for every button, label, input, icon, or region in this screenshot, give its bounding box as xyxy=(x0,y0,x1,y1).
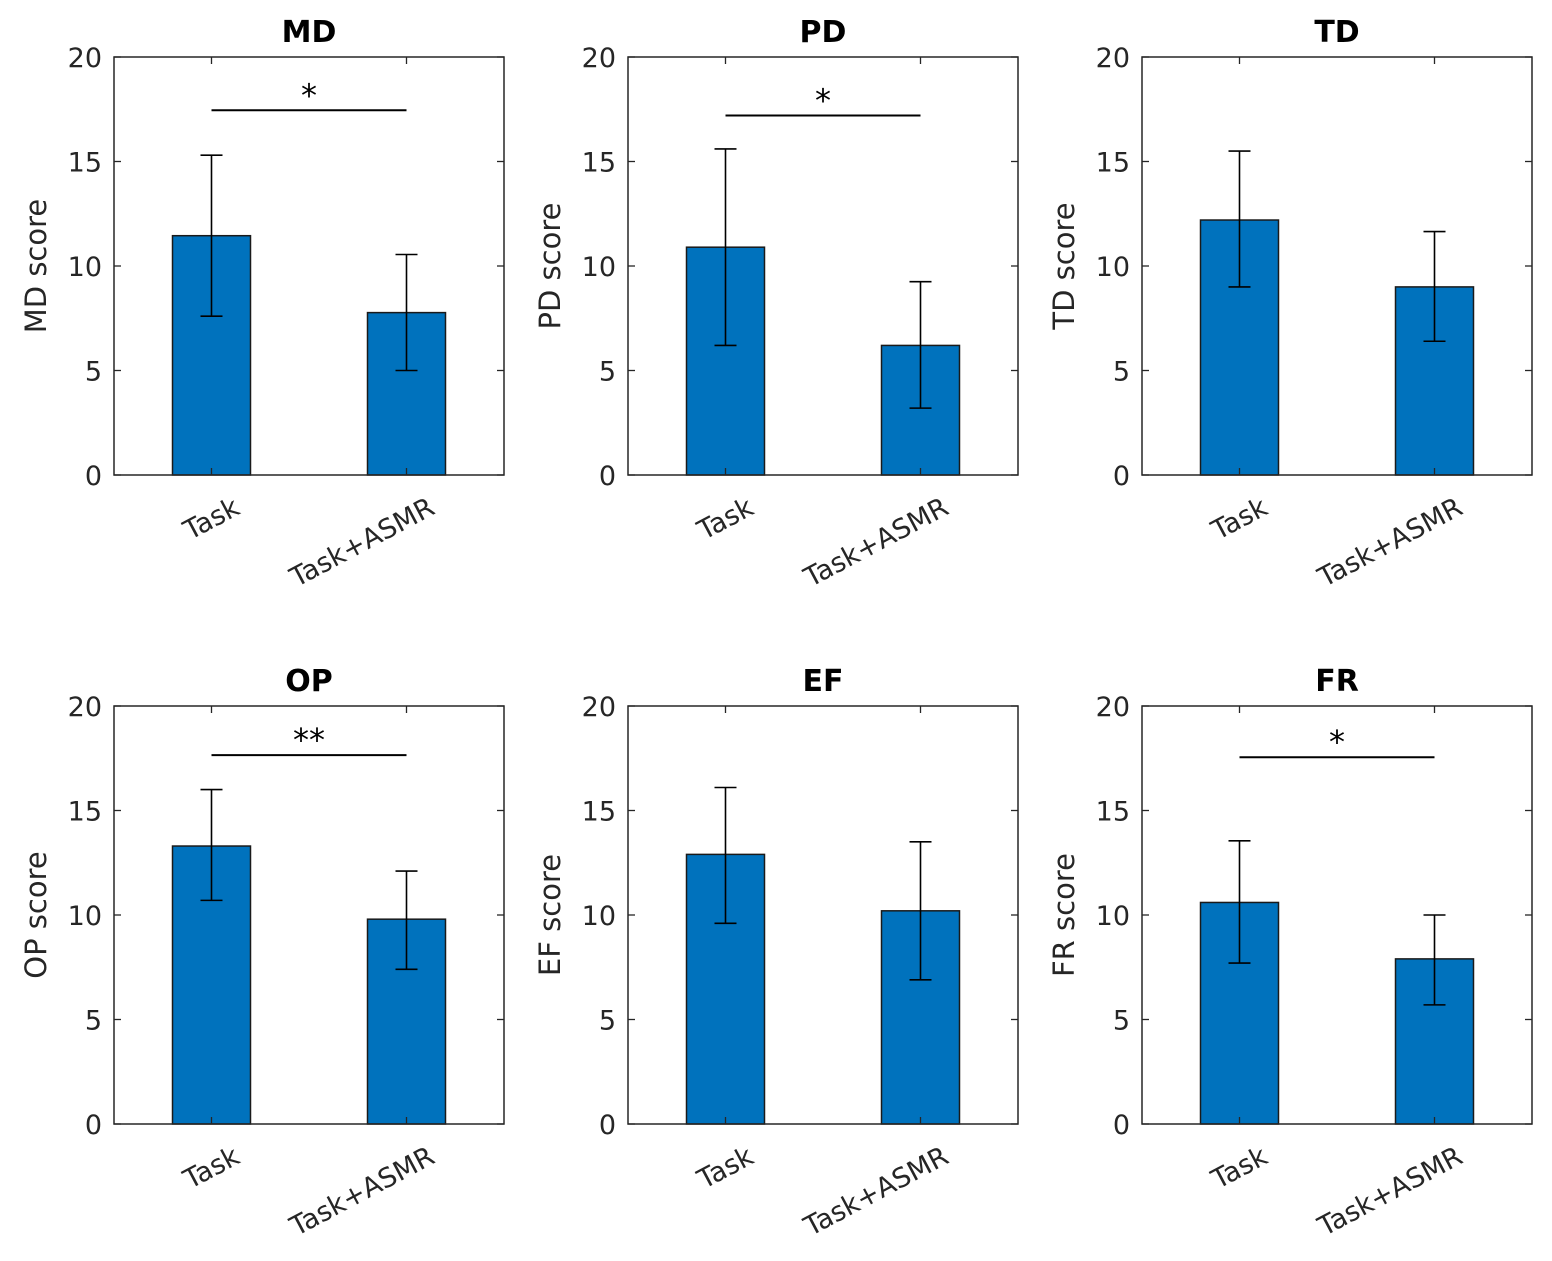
y-tick-label: 20 xyxy=(582,43,616,74)
y-tick-label: 15 xyxy=(582,148,616,179)
y-tick-label: 0 xyxy=(599,461,616,492)
y-axis-label: TD score xyxy=(1047,202,1081,330)
panel-pd: Task Task+ASMR 0 5 10 15 20 PD PD score * xyxy=(533,15,1019,594)
panel-op: Task Task+ASMR 0 5 10 15 20 OP OP score ** xyxy=(19,664,505,1243)
y-tick-label: 5 xyxy=(599,1006,616,1037)
y-tick-label: 0 xyxy=(1113,461,1130,492)
y-tick-label: 5 xyxy=(85,357,102,388)
x-tick-label: Task+ASMR xyxy=(284,1141,439,1243)
y-axis-label: PD score xyxy=(533,203,567,330)
panel-md: Task Task+ASMR 0 5 10 15 20 MD MD score * xyxy=(19,15,505,594)
y-tick-label: 10 xyxy=(68,252,102,283)
y-tick-label: 0 xyxy=(1113,1110,1130,1141)
y-tick-label: 20 xyxy=(582,692,616,723)
y-axis-label: OP score xyxy=(19,851,53,978)
y-tick-label: 10 xyxy=(68,901,102,932)
x-tick-label: Task xyxy=(178,492,245,547)
x-tick-label: Task xyxy=(692,1141,759,1196)
y-tick-label: 15 xyxy=(1096,797,1130,828)
y-tick-label: 10 xyxy=(582,252,616,283)
x-tick-label: Task xyxy=(178,1141,245,1196)
chart-title: MD xyxy=(282,15,337,50)
x-tick-label: Task+ASMR xyxy=(798,492,953,594)
y-tick-label: 15 xyxy=(1096,148,1130,179)
y-tick-label: 0 xyxy=(85,461,102,492)
y-tick-label: 0 xyxy=(599,1110,616,1141)
x-tick-label: Task+ASMR xyxy=(1312,1141,1467,1243)
chart-title: PD xyxy=(800,15,847,50)
y-tick-label: 20 xyxy=(68,43,102,74)
y-axis-label: FR score xyxy=(1047,853,1081,977)
significance-label: * xyxy=(301,76,317,114)
y-tick-label: 15 xyxy=(582,797,616,828)
y-tick-label: 5 xyxy=(1113,1006,1130,1037)
y-tick-label: 20 xyxy=(68,692,102,723)
y-tick-label: 15 xyxy=(68,797,102,828)
panel-td: Task Task+ASMR 0 5 10 15 20 TD TD score xyxy=(1047,15,1533,594)
chart-title: TD xyxy=(1314,15,1359,50)
x-tick-label: Task+ASMR xyxy=(1312,492,1467,594)
significance-label: ** xyxy=(293,721,325,759)
y-tick-label: 10 xyxy=(1096,252,1130,283)
x-tick-label: Task+ASMR xyxy=(284,492,439,594)
y-tick-label: 10 xyxy=(582,901,616,932)
y-tick-label: 20 xyxy=(1096,43,1130,74)
chart-title: EF xyxy=(803,664,844,699)
y-tick-label: 0 xyxy=(85,1110,102,1141)
chart-title: OP xyxy=(285,664,333,699)
chart-title: FR xyxy=(1315,664,1359,699)
y-tick-label: 5 xyxy=(85,1006,102,1037)
panel-fr: Task Task+ASMR 0 5 10 15 20 FR FR score * xyxy=(1047,664,1533,1243)
y-tick-label: 10 xyxy=(1096,901,1130,932)
x-tick-label: Task xyxy=(1206,1141,1273,1196)
y-axis-label: EF score xyxy=(533,854,567,976)
significance-label: * xyxy=(815,82,831,120)
y-axis-label: MD score xyxy=(19,199,53,334)
x-tick-label: Task xyxy=(692,492,759,547)
x-tick-label: Task+ASMR xyxy=(798,1141,953,1243)
x-tick-label: Task xyxy=(1206,492,1273,547)
y-tick-label: 5 xyxy=(1113,357,1130,388)
y-tick-label: 20 xyxy=(1096,692,1130,723)
y-tick-label: 5 xyxy=(599,357,616,388)
y-tick-label: 15 xyxy=(68,148,102,179)
panel-ef: Task Task+ASMR 0 5 10 15 20 EF EF score xyxy=(533,664,1019,1243)
significance-label: * xyxy=(1329,723,1345,761)
